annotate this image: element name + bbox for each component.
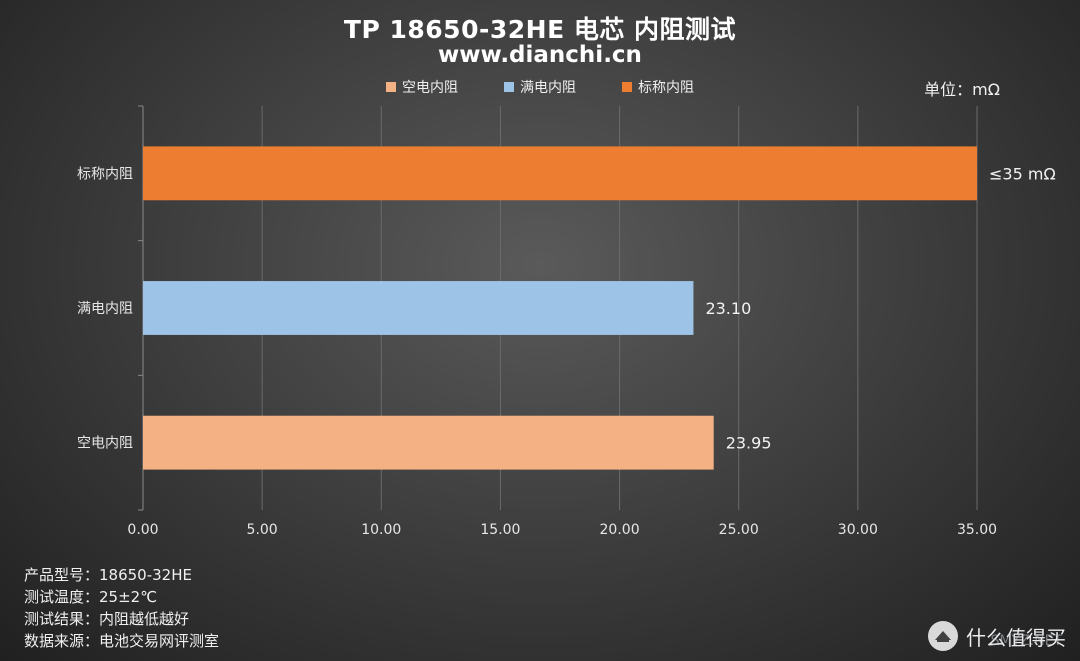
bar-2 xyxy=(143,415,714,470)
x-tick-label-1: 5.00 xyxy=(247,522,278,538)
x-tick-label-7: 35.00 xyxy=(957,522,997,538)
legend-item-nominal: 标称内阻 xyxy=(622,77,694,97)
x-tick-label-0: 0.00 xyxy=(127,522,158,538)
bar-0 xyxy=(143,146,977,201)
note-temperature: 测试温度：25±2℃ xyxy=(24,588,158,606)
x-tick-label-2: 10.00 xyxy=(361,522,401,538)
note-model: 产品型号：18650-32HE xyxy=(24,566,192,584)
category-label-1: 满电内阻 xyxy=(77,301,133,317)
x-tick-label-6: 30.00 xyxy=(838,522,878,538)
bar-1 xyxy=(143,281,694,335)
note-source: 数据来源：电池交易网评测室 xyxy=(24,632,220,650)
watermark-overlay: SMYZ.NET xyxy=(990,633,1062,649)
data-label-1: 23.10 xyxy=(705,299,751,318)
legend-swatch-full xyxy=(504,82,514,92)
category-label-2: 空电内阻 xyxy=(77,436,133,452)
legend-label-empty: 空电内阻 xyxy=(402,80,458,96)
note-result: 测试结果：内阻越低越好 xyxy=(24,610,190,628)
legend-item-full: 满电内阻 xyxy=(504,77,576,97)
watermark-text: 什么值得买 xyxy=(966,625,1066,650)
legend-swatch-nominal xyxy=(622,82,632,92)
notes: 产品型号：18650-32HE 测试温度：25±2℃ 测试结果：内阻越低越好 数… xyxy=(24,564,219,652)
chart-title: TP 18650-32HE 电芯 内阻测试 xyxy=(343,15,737,44)
chart-subtitle: www.dianchi.cn xyxy=(438,42,642,68)
watermark: 什么值得买 SMYZ.NET xyxy=(928,621,1066,651)
legend: 空电内阻 满电内阻 标称内阻 xyxy=(0,77,1080,97)
legend-swatch-empty xyxy=(386,82,396,92)
legend-label-full: 满电内阻 xyxy=(520,80,576,96)
x-tick-label-4: 20.00 xyxy=(600,522,640,538)
legend-item-empty: 空电内阻 xyxy=(386,77,458,97)
x-tick-label-3: 15.00 xyxy=(480,522,520,538)
category-label-0: 标称内阻 xyxy=(77,166,133,182)
legend-label-nominal: 标称内阻 xyxy=(638,80,694,96)
unit-label: 单位：mΩ xyxy=(924,80,1000,99)
data-label-2: 23.95 xyxy=(726,434,772,453)
data-label-0: ≤35 mΩ xyxy=(989,164,1056,183)
watermark-logo-icon xyxy=(928,621,958,651)
x-tick-label-5: 25.00 xyxy=(719,522,759,538)
